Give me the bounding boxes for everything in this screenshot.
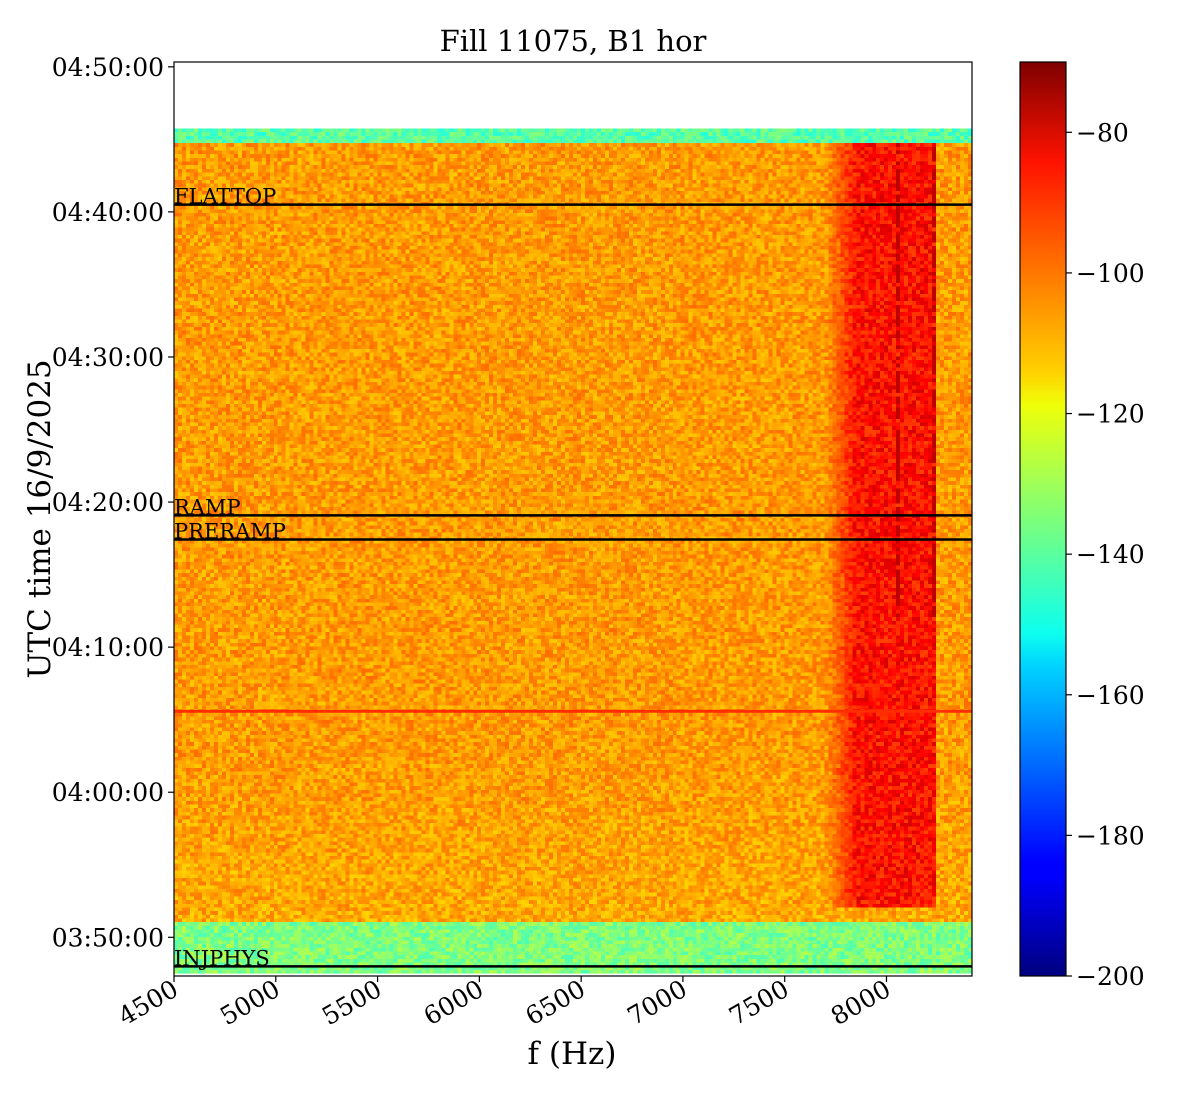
x-tick-label: 4500 (113, 974, 183, 1031)
y-tick-label: 04:40:00 (52, 198, 164, 227)
x-tick-label: 5000 (215, 974, 285, 1031)
x-tick-label: 6000 (419, 974, 489, 1031)
colorbar-tick-label: −100 (1076, 259, 1145, 288)
colorbar-tick-label: −140 (1076, 540, 1145, 569)
marker-label: INJPHYS (174, 946, 270, 970)
colorbar-gradient (1020, 62, 1066, 976)
y-axis: 03:50:00 04:00:00 04:10:00 04:20:00 04:30:00… (52, 53, 174, 952)
chart-title: Fill 11075, B1 hor (440, 24, 707, 58)
marker-label: RAMP (174, 495, 241, 519)
marker-label: PRERAMP (174, 520, 286, 544)
colorbar-tick-label: −200 (1076, 962, 1145, 991)
x-tick-label: 7500 (724, 974, 794, 1031)
x-tick-label: 5500 (317, 974, 387, 1031)
y-axis-label: UTC time 16/9/2025 (22, 359, 58, 678)
plot-frame (173, 61, 973, 977)
x-tick-label: 6500 (521, 974, 591, 1031)
spectrogram-heatmap (174, 128, 972, 974)
x-axis-label: f (Hz) (528, 1036, 617, 1072)
marker-label: FLATTOP (174, 185, 276, 209)
colorbar-frame (1019, 61, 1067, 977)
y-tick-label: 04:20:00 (52, 488, 164, 517)
y-tick-label: 04:30:00 (52, 343, 164, 372)
y-tick-label: 03:50:00 (52, 923, 164, 952)
x-tick-label: 7000 (622, 974, 692, 1031)
x-tick-label: 8000 (826, 974, 896, 1031)
colorbar-tick-label: −180 (1076, 821, 1145, 850)
y-tick-label: 04:50:00 (52, 53, 164, 82)
colorbar-tick-label: −160 (1076, 681, 1145, 710)
colorbar-tick-label: −80 (1076, 118, 1129, 147)
x-axis: 4500 5000 5500 6000 6500 7000 7500 8000 (113, 974, 895, 1031)
spectrogram-raster (174, 128, 972, 974)
colorbar-ticks: −80 −100 −120 −140 −160 −180 −200 (1066, 118, 1145, 991)
colorbar-tick-label: −120 (1076, 400, 1145, 429)
y-tick-label: 04:00:00 (52, 778, 164, 807)
y-tick-label: 04:10:00 (52, 633, 164, 662)
colorbar: −80 −100 −120 −140 −160 −180 −200 (1019, 61, 1145, 991)
